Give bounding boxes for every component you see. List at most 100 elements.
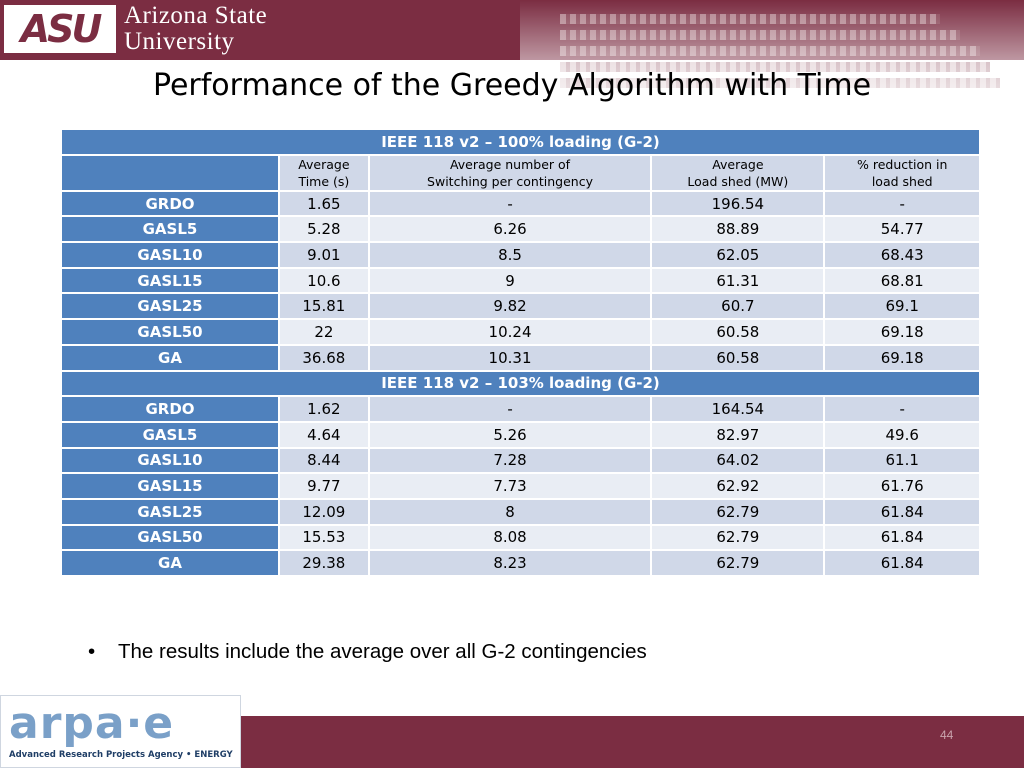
table-cell: 88.89 — [650, 215, 826, 244]
table-cell: 4.64 — [278, 420, 370, 449]
table-cell: - — [823, 189, 981, 218]
section-header-row: IEEE 118 v2 – 100% loading (G-2) — [60, 128, 981, 156]
table-cell: 10.24 — [367, 318, 653, 346]
row-label: GRDO — [60, 189, 280, 218]
table-cell: 60.58 — [650, 343, 826, 372]
section-title: IEEE 118 v2 – 103% loading (G-2) — [60, 369, 981, 398]
table-cell: 15.53 — [278, 523, 370, 552]
row-label: GASL25 — [60, 497, 280, 526]
table-cell: 5.28 — [278, 215, 370, 244]
table-cell: 15.81 — [278, 292, 370, 321]
table-row: GA 29.38 8.23 62.79 61.84 — [60, 549, 981, 577]
page-number: 44 — [940, 728, 954, 742]
table-cell: 54.77 — [823, 215, 981, 244]
table-cell: 68.43 — [823, 241, 981, 269]
row-label: GASL10 — [60, 446, 280, 475]
table-cell: 10.31 — [367, 343, 653, 372]
table-cell: 69.1 — [823, 292, 981, 321]
table-row: GASL10 9.01 8.5 62.05 68.43 — [60, 241, 981, 269]
table-cell: 1.65 — [278, 189, 370, 218]
bullet-item: • The results include the average over al… — [88, 640, 647, 664]
column-header: Average Load shed (MW) — [650, 153, 826, 192]
table-cell: 62.79 — [650, 523, 826, 552]
arpa-e-wordmark: arpa·e — [9, 698, 175, 749]
row-label: GASL5 — [60, 215, 280, 244]
table-row: GASL10 8.44 7.28 64.02 61.1 — [60, 446, 981, 475]
row-label: GA — [60, 549, 280, 577]
table-cell: 61.84 — [823, 549, 981, 577]
table-cell: 64.02 — [650, 446, 826, 475]
column-header-line: load shed — [871, 173, 933, 189]
table-cell: 22 — [278, 318, 370, 346]
asu-logo-line1: Arizona State — [124, 2, 268, 29]
column-header: Average number of Switching per contingen… — [367, 153, 653, 192]
table-cell: 9.82 — [367, 292, 653, 321]
table-cell: 36.68 — [278, 343, 370, 372]
table-row: GASL5 5.28 6.26 88.89 54.77 — [60, 215, 981, 244]
section-title: IEEE 118 v2 – 100% loading (G-2) — [60, 128, 981, 156]
table-cell: 29.38 — [278, 549, 370, 577]
table-cell: 9.77 — [278, 472, 370, 500]
bullet-icon: • — [88, 640, 96, 663]
section-header-row: IEEE 118 v2 – 103% loading (G-2) — [60, 369, 981, 398]
table-cell: 60.7 — [650, 292, 826, 321]
table-cell: 62.79 — [650, 497, 826, 526]
table-cell: 6.26 — [367, 215, 653, 244]
row-label: GA — [60, 343, 280, 372]
building-photo — [520, 0, 1024, 130]
table-cell: 9 — [367, 266, 653, 295]
table-cell: 82.97 — [650, 420, 826, 449]
column-header: Average Time (s) — [278, 153, 370, 192]
table-row: GRDO 1.62-164.54- — [60, 395, 981, 423]
column-header-line: Switching per contingency — [427, 173, 593, 189]
table-cell: 61.84 — [823, 497, 981, 526]
row-label: GASL50 — [60, 523, 280, 552]
table-row: GASL50 15.53 8.08 62.79 61.84 — [60, 523, 981, 552]
table-cell: 60.58 — [650, 318, 826, 346]
table-cell: - — [823, 395, 981, 423]
row-label: GASL15 — [60, 472, 280, 500]
table-cell: 68.81 — [823, 266, 981, 295]
table-cell: 61.1 — [823, 446, 981, 475]
table-cell: 164.54 — [650, 395, 826, 423]
table-cell: 8 — [367, 497, 653, 526]
column-header-corner — [60, 153, 280, 192]
table-row: GASL50 22 10.24 60.58 69.18 — [60, 318, 981, 346]
arpa-e-subtitle: Advanced Research Projects Agency • ENER… — [9, 750, 233, 760]
table-cell: 69.18 — [823, 318, 981, 346]
table-row: GASL5 4.64 5.26 82.97 49.6 — [60, 420, 981, 449]
row-label: GASL50 — [60, 318, 280, 346]
column-header-line: Load shed (MW) — [687, 173, 789, 189]
table-row: GASL15 10.6 9 61.31 68.81 — [60, 266, 981, 295]
table-cell: 61.76 — [823, 472, 981, 500]
row-label: GASL5 — [60, 420, 280, 449]
asu-logo-mark: ASU — [4, 5, 116, 53]
table-cell: 8.44 — [278, 446, 370, 475]
column-header-row: Average Time (s) Average number of Switchin… — [60, 153, 981, 192]
table-cell: 10.6 — [278, 266, 370, 295]
table-cell: 62.79 — [650, 549, 826, 577]
table-cell: 61.31 — [650, 266, 826, 295]
results-table: IEEE 118 v2 – 100% loading (G-2) Average T… — [60, 128, 981, 577]
column-header-line: % reduction in — [856, 156, 948, 172]
asu-logo: ASU Arizona State University — [0, 0, 312, 58]
table-cell: 8.08 — [367, 523, 653, 552]
table-row: GASL15 9.77 7.73 62.92 61.76 — [60, 472, 981, 500]
table-cell: 7.73 — [367, 472, 653, 500]
table-cell: 8.23 — [367, 549, 653, 577]
asu-logo-text: Arizona State University — [124, 3, 267, 55]
column-header-line: Average — [298, 156, 350, 172]
table-row: GA 36.68 10.31 60.58 69.18 — [60, 343, 981, 372]
column-header-line: Average number of — [449, 156, 571, 172]
table-row: GASL25 15.81 9.82 60.7 69.1 — [60, 292, 981, 321]
table-cell: 196.54 — [650, 189, 826, 218]
column-header-line: Average — [712, 156, 764, 172]
table-cell: 8.5 — [367, 241, 653, 269]
row-label: GASL25 — [60, 292, 280, 321]
table-cell: 69.18 — [823, 343, 981, 372]
table-cell: 49.6 — [823, 420, 981, 449]
table-cell: - — [367, 189, 653, 218]
table-cell: 12.09 — [278, 497, 370, 526]
slide-title: Performance of the Greedy Algorithm with… — [152, 68, 872, 103]
row-label: GASL10 — [60, 241, 280, 269]
